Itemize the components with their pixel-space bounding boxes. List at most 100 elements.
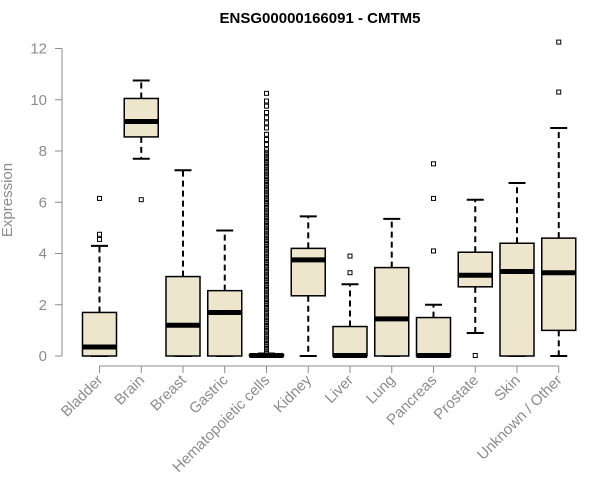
outlier-point <box>264 188 269 194</box>
outlier-point <box>264 341 269 347</box>
outlier-point <box>264 334 269 340</box>
box-iqr <box>165 275 201 357</box>
outlier-point <box>264 165 269 171</box>
outlier-point <box>264 142 269 148</box>
outlier-point <box>264 234 269 240</box>
box-iqr <box>332 325 368 357</box>
outlier-point <box>264 300 269 306</box>
box-group <box>290 215 326 357</box>
x-tick-label: Bladder <box>58 372 107 421</box>
outlier-point <box>264 226 269 232</box>
outlier-point <box>264 242 269 248</box>
outlier-point <box>264 175 269 181</box>
outlier-point <box>264 115 269 121</box>
outlier-point <box>264 154 269 160</box>
x-tick-label: Prostate <box>431 372 483 424</box>
outlier-point <box>264 201 269 207</box>
outlier-point <box>264 336 269 342</box>
outlier-point <box>97 231 102 237</box>
y-tick-label: 4 <box>39 246 47 263</box>
outlier-point <box>264 349 269 355</box>
outlier-point <box>264 259 269 265</box>
outlier-point <box>264 208 269 214</box>
box-group <box>207 229 243 357</box>
outlier-point <box>264 290 269 296</box>
box-group <box>81 195 118 357</box>
outlier-point <box>264 190 269 196</box>
y-tick-label: 8 <box>39 143 47 160</box>
outlier-point <box>431 161 436 167</box>
chart-title: ENSG00000166091 - CMTM5 <box>220 10 421 27</box>
outlier-point <box>264 326 269 332</box>
outlier-point <box>431 248 436 254</box>
outlier-point <box>556 39 562 45</box>
outlier-point <box>264 136 269 142</box>
outlier-point <box>264 193 269 199</box>
outlier-point <box>264 149 269 155</box>
outlier-point <box>264 206 269 212</box>
box-iqr <box>541 237 577 332</box>
outlier-point <box>264 125 269 131</box>
box-iqr <box>499 242 535 357</box>
outlier-point <box>264 167 269 173</box>
outlier-point <box>264 339 269 345</box>
outlier-point <box>264 231 269 237</box>
y-tick-label: 2 <box>39 297 47 314</box>
box-iqr <box>290 247 326 297</box>
box-group <box>415 161 452 358</box>
outlier-point <box>264 221 269 227</box>
outlier-point <box>264 252 269 258</box>
outlier-point <box>264 160 269 166</box>
outlier-point <box>264 262 269 268</box>
outlier-point <box>264 270 269 276</box>
outlier-point <box>264 247 269 253</box>
outlier-point <box>264 285 269 291</box>
outlier-point <box>556 89 562 95</box>
outlier-point <box>264 103 269 109</box>
outlier-point <box>264 177 269 183</box>
outlier-point <box>264 308 269 314</box>
outlier-point <box>97 195 102 201</box>
x-tick-label: Breast <box>147 371 190 414</box>
outlier-point <box>264 303 269 309</box>
outlier-point <box>264 267 269 273</box>
outlier-point <box>264 321 269 327</box>
box-group <box>499 182 535 357</box>
outlier-point <box>264 254 269 260</box>
outlier-point <box>264 283 269 289</box>
outlier-point <box>264 203 269 209</box>
outlier-point <box>264 236 269 242</box>
outlier-point <box>264 98 269 104</box>
y-tick-label: 10 <box>30 92 47 109</box>
box-iqr <box>374 266 410 357</box>
outlier-point <box>264 275 269 281</box>
x-tick-label: Liver <box>322 372 357 407</box>
outlier-point <box>264 280 269 286</box>
outlier-point <box>264 218 269 224</box>
outlier-point <box>97 236 102 242</box>
outlier-point <box>264 170 269 176</box>
outlier-point <box>264 277 269 283</box>
box-group <box>332 253 368 358</box>
outlier-point <box>264 229 269 235</box>
x-tick-label: Lung <box>363 372 399 408</box>
outlier-point <box>264 198 269 204</box>
plot-area <box>81 39 577 358</box>
outlier-point <box>264 157 269 163</box>
outlier-point <box>264 120 269 126</box>
box-group <box>541 39 577 357</box>
x-tick-label: Skin <box>491 372 524 405</box>
box-iqr <box>123 97 159 138</box>
outlier-point <box>264 318 269 324</box>
outlier-point <box>264 195 269 201</box>
outlier-point <box>264 213 269 219</box>
outlier-point <box>264 344 269 350</box>
box-group <box>374 217 410 357</box>
outlier-point <box>264 216 269 222</box>
outlier-point <box>264 329 269 335</box>
outlier-point <box>264 272 269 278</box>
outlier-point <box>264 311 269 317</box>
outlier-point <box>264 324 269 330</box>
